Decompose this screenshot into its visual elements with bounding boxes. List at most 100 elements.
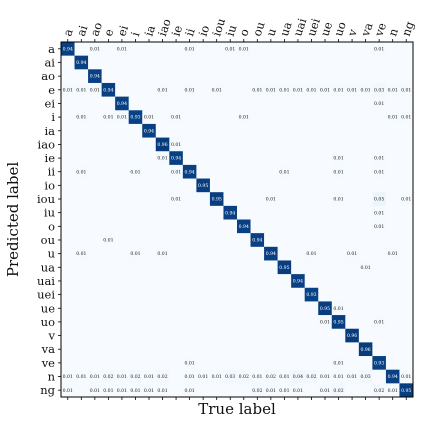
cell-value-label: 0.01 — [320, 374, 330, 380]
cell-value-label: 0.01 — [130, 388, 140, 394]
heatmap-cell — [318, 260, 333, 275]
heatmap-cell — [196, 42, 211, 56]
heatmap-cell — [155, 69, 170, 84]
heatmap-cell — [345, 137, 360, 152]
heatmap-cell — [358, 315, 373, 330]
heatmap-cell — [155, 260, 170, 275]
cell-value-label: 0.01 — [320, 87, 330, 93]
x-tick-label: ia — [142, 23, 159, 37]
cell-value-label: 0.01 — [374, 210, 384, 216]
heatmap-cell — [385, 151, 400, 166]
heatmap-cell — [385, 233, 400, 248]
cell-value-label: 0.01 — [347, 251, 357, 257]
heatmap-cell — [182, 164, 197, 179]
heatmap-cell — [128, 328, 143, 343]
heatmap-cell — [115, 69, 129, 84]
heatmap-cell — [250, 219, 265, 234]
heatmap-cell — [399, 110, 414, 125]
heatmap-cell — [61, 315, 75, 330]
heatmap-cell — [385, 315, 400, 330]
heatmap-cell — [250, 383, 265, 398]
heatmap-cell — [88, 55, 102, 70]
heatmap-cell — [345, 123, 360, 138]
heatmap-cell — [318, 328, 333, 343]
heatmap-cell — [196, 123, 211, 138]
heatmap-cell — [237, 233, 251, 248]
cell-value-label: 0.95 — [198, 183, 208, 189]
heatmap-cell — [155, 178, 170, 193]
cell-value-label: 0.96 — [360, 347, 370, 353]
heatmap-cell — [128, 42, 143, 56]
cell-value-label: 0.94 — [90, 74, 100, 80]
heatmap-cell — [196, 260, 211, 275]
heatmap-cell — [196, 219, 211, 234]
cell-value-label: 0.01 — [76, 87, 86, 93]
heatmap-cell — [128, 137, 143, 152]
heatmap-cell — [169, 315, 184, 330]
heatmap-cell — [331, 383, 346, 398]
heatmap-cell — [155, 205, 170, 220]
heatmap-cell — [318, 164, 333, 179]
heatmap-cell — [142, 178, 157, 193]
y-tick-label: uei — [37, 288, 55, 302]
heatmap-cell — [61, 342, 75, 357]
heatmap-cell — [142, 55, 157, 70]
heatmap-cell — [169, 178, 184, 193]
heatmap-cell — [277, 178, 292, 193]
heatmap-cell — [372, 383, 387, 398]
heatmap-cell — [115, 82, 129, 97]
heatmap-cell — [128, 82, 143, 97]
heatmap-cell — [155, 164, 170, 179]
cell-value-label: 0.01 — [374, 101, 384, 107]
heatmap-cell — [318, 69, 333, 84]
heatmap-cell — [74, 137, 89, 152]
heatmap-cell — [155, 42, 170, 56]
heatmap-cell — [291, 205, 305, 220]
cell-value-label: 0.02 — [157, 374, 167, 380]
y-tick-label: va — [41, 342, 55, 356]
heatmap-cell — [250, 178, 265, 193]
cell-value-label: 0.01 — [171, 142, 181, 148]
heatmap-cell — [101, 287, 116, 302]
y-tick-label: iou — [37, 192, 55, 206]
heatmap-cell — [318, 301, 333, 316]
heatmap-cell — [169, 192, 184, 207]
heatmap-cell — [155, 315, 170, 330]
heatmap-cell — [385, 42, 400, 56]
heatmap-cell — [358, 328, 373, 343]
heatmap-cell — [115, 137, 129, 152]
heatmap-cell — [304, 369, 319, 384]
heatmap-cell — [331, 328, 346, 343]
heatmap-cell — [101, 219, 116, 234]
heatmap-cell — [358, 287, 373, 302]
heatmap-cell — [182, 369, 197, 384]
heatmap-cell — [291, 164, 305, 179]
heatmap-cell — [101, 233, 116, 248]
heatmap-cell — [61, 246, 75, 261]
cell-value-label: 0.01 — [388, 388, 398, 394]
heatmap-cell — [115, 151, 129, 166]
heatmap-cell — [250, 205, 265, 220]
cell-value-label: 0.01 — [184, 360, 194, 366]
cell-value-label: 0.01 — [279, 87, 289, 93]
heatmap-cell — [250, 96, 265, 111]
cell-value-label: 0.01 — [333, 87, 343, 93]
heatmap-cell — [372, 315, 387, 330]
heatmap-cell — [115, 192, 129, 207]
heatmap-cell — [101, 328, 116, 343]
heatmap-cell — [101, 96, 116, 111]
heatmap-cell — [250, 137, 265, 152]
heatmap-cell — [142, 42, 157, 56]
heatmap-cell — [74, 342, 89, 357]
heatmap-cell — [331, 274, 346, 289]
heatmap-cell — [128, 55, 143, 70]
heatmap-cell — [88, 328, 102, 343]
heatmap-cell — [291, 260, 305, 275]
heatmap-cell — [182, 137, 197, 152]
heatmap-cell — [155, 55, 170, 70]
heatmap-cell — [345, 110, 360, 125]
heatmap-cell — [209, 55, 224, 70]
heatmap-cell — [250, 342, 265, 357]
heatmap-cell — [237, 164, 251, 179]
heatmap-cell — [209, 383, 224, 398]
